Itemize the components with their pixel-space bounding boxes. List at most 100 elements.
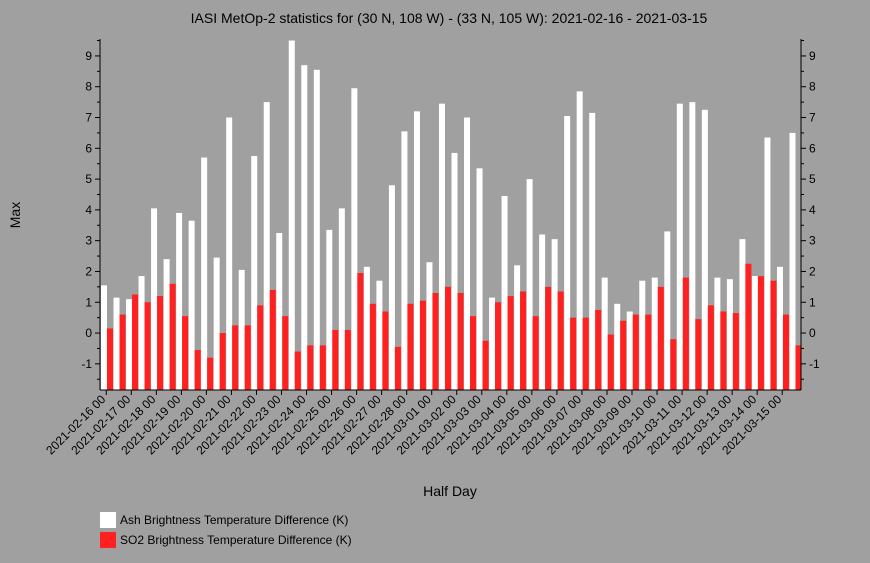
bar-ash-52 [751, 276, 758, 390]
y-tick-label-left: 0 [85, 326, 92, 340]
y-tick-label-right: 3 [809, 234, 816, 248]
bar-ash-37 [564, 115, 571, 390]
bar-ash-21 [363, 266, 370, 390]
bar-so2-34 [532, 316, 539, 390]
y-tick-label-left: 9 [85, 49, 92, 63]
bar-ash-2 [126, 299, 133, 390]
bar-so2-50 [732, 313, 739, 390]
bar-so2-35 [545, 286, 552, 390]
bar-ash-13 [263, 102, 270, 391]
y-tick-label-left: 4 [85, 203, 92, 217]
bar-ash-7 [188, 220, 195, 390]
bar-ash-9 [213, 257, 220, 390]
bar-ash-12 [251, 156, 258, 390]
y-tick-label-right: 1 [809, 295, 816, 309]
bar-ash-47 [689, 102, 696, 391]
bar-so2-39 [595, 309, 602, 390]
bar-so2-23 [394, 346, 401, 390]
bar-ash-20 [351, 88, 358, 390]
bar-so2-51 [745, 263, 752, 390]
bar-so2-20 [357, 273, 364, 390]
bar-ash-33 [514, 265, 521, 390]
bar-ash-51 [739, 239, 746, 390]
y-tick-label-left: 8 [85, 80, 92, 94]
y-tick-label-left: 7 [85, 111, 92, 125]
y-tick-label-right: 7 [809, 111, 816, 125]
bar-ash-39 [589, 112, 596, 390]
bar-ash-45 [664, 231, 671, 390]
chart-title: IASI MetOp-2 statistics for (30 N, 108 W… [191, 10, 708, 26]
legend-label-ash: Ash Brightness Temperature Difference (K… [120, 513, 349, 527]
bar-so2-52 [757, 276, 764, 390]
bar-ash-26 [426, 262, 433, 390]
bar-so2-42 [632, 314, 639, 390]
bar-so2-12 [257, 305, 264, 390]
bar-ash-0 [101, 285, 107, 390]
bar-ash-43 [639, 280, 646, 390]
bar-ash-30 [476, 168, 483, 390]
bar-so2-29 [470, 316, 477, 390]
bar-ash-40 [601, 277, 608, 390]
bar-ash-15 [288, 40, 295, 390]
bar-ash-55 [789, 132, 796, 390]
bar-ash-48 [701, 109, 708, 390]
bar-ash-17 [313, 69, 320, 390]
bar-so2-55 [795, 345, 802, 390]
bar-ash-4 [151, 208, 158, 390]
bar-ash-28 [451, 152, 458, 390]
bar-so2-48 [707, 305, 714, 390]
y-tick-label-left: 2 [85, 264, 92, 278]
bar-ash-38 [576, 91, 583, 390]
bar-so2-49 [720, 311, 727, 390]
bar-ash-18 [326, 229, 333, 390]
bar-ash-54 [776, 266, 783, 390]
bar-ash-53 [764, 137, 771, 390]
legend-swatch-so2 [100, 532, 116, 548]
bar-ash-5 [163, 259, 170, 390]
bar-ash-11 [238, 269, 245, 390]
bar-so2-19 [344, 329, 351, 390]
bar-so2-1 [119, 314, 126, 390]
bar-ash-27 [438, 103, 445, 390]
legend-item-ash: Ash Brightness Temperature Difference (K… [100, 512, 348, 528]
y-tick-label-right: 4 [809, 203, 816, 217]
y-tick-label-right: 0 [809, 326, 816, 340]
x-axis-label: Half Day [423, 483, 477, 499]
bar-so2-40 [607, 334, 614, 390]
bar-ash-19 [338, 208, 345, 390]
bar-so2-13 [269, 289, 276, 390]
y-tick-label-right: -1 [809, 357, 820, 371]
bar-so2-31 [495, 302, 502, 390]
y-tick-label-left: 6 [85, 141, 92, 155]
bar-ash-1 [113, 297, 120, 390]
y-tick-label-right: 2 [809, 264, 816, 278]
bar-ash-8 [201, 157, 208, 390]
bar-ash-36 [551, 239, 558, 390]
bar-ash-24 [401, 131, 408, 390]
bar-so2-3 [144, 302, 151, 390]
y-tick-label-left: 3 [85, 234, 92, 248]
bar-so2-11 [244, 325, 251, 390]
bar-so2-9 [219, 333, 226, 390]
bar-so2-6 [182, 316, 189, 390]
bar-so2-14 [282, 316, 289, 390]
bar-so2-24 [407, 303, 414, 390]
bar-so2-41 [620, 320, 627, 390]
bar-so2-54 [782, 314, 789, 390]
bar-ash-29 [464, 117, 471, 390]
bar-ash-34 [526, 179, 533, 390]
bar-so2-53 [770, 280, 777, 390]
bar-ash-49 [714, 277, 721, 390]
bar-so2-32 [507, 296, 514, 390]
bar-ash-10 [226, 117, 233, 390]
bar-ash-23 [388, 185, 395, 390]
legend-swatch-ash [100, 512, 116, 528]
bar-ash-3 [138, 276, 145, 390]
bar-ash-46 [676, 103, 683, 390]
bar-so2-36 [557, 291, 564, 390]
legend-item-so2: SO2 Brightness Temperature Difference (K… [100, 532, 352, 548]
bar-so2-47 [695, 319, 702, 390]
bar-so2-21 [369, 303, 376, 390]
bar-so2-33 [520, 291, 527, 390]
